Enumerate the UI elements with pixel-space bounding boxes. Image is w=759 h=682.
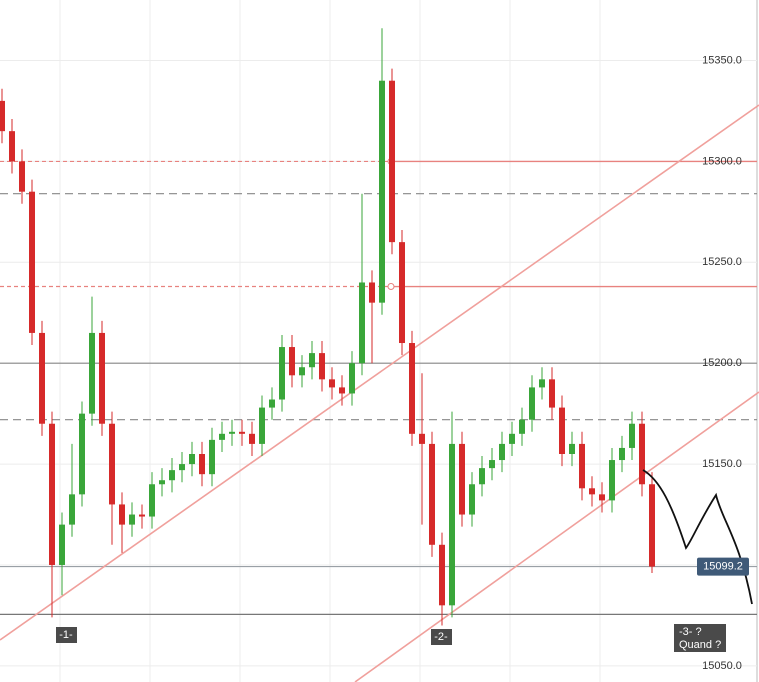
candle-body (9, 131, 15, 162)
hand-drawn-projection (642, 469, 753, 605)
candle-body (519, 419, 525, 434)
candle-body (489, 460, 495, 469)
annotation: -1- (56, 627, 77, 643)
candle-body (569, 443, 575, 454)
candle-body (309, 353, 315, 368)
candle-body (319, 353, 325, 380)
levels (0, 157, 757, 616)
candle-body (589, 488, 595, 495)
annotation: -2- (431, 629, 452, 645)
candle-body (109, 423, 115, 505)
candle-body (59, 524, 65, 565)
annotation: -3- ? Quand ? (674, 624, 726, 652)
candle-body (559, 407, 565, 454)
candle-body (579, 443, 585, 489)
annotation-box (56, 627, 77, 643)
candle-body (609, 460, 615, 501)
candle-body (419, 433, 425, 444)
candle-body (199, 453, 205, 475)
candle-body (649, 484, 655, 567)
candles (0, 28, 655, 626)
candle-body (279, 347, 285, 400)
annotation-text: Quand ? (679, 639, 721, 651)
candle-body (19, 161, 25, 192)
candle-body (239, 431, 245, 434)
candle-body (339, 387, 345, 394)
y-tick-label: 15350.0 (702, 54, 742, 66)
candle-body (99, 332, 105, 424)
candle-body (189, 453, 195, 465)
candle-body (459, 443, 465, 515)
candle-body (369, 282, 375, 303)
background (59, 0, 758, 682)
y-tick-label: 15050.0 (702, 660, 742, 672)
candle-body (549, 379, 555, 408)
candle-body (229, 431, 235, 434)
candle-body (179, 464, 185, 471)
candle-body (389, 80, 395, 243)
candle-body (449, 443, 455, 606)
annotation-text: -2- (434, 631, 448, 643)
trend-line (0, 104, 759, 641)
candle-body (29, 191, 35, 333)
candle-body (639, 423, 645, 485)
candle-body (409, 343, 415, 434)
candle-body (209, 439, 215, 475)
annotation-text: -1- (59, 629, 73, 641)
candle-body (539, 379, 545, 388)
candle-body (289, 347, 295, 376)
candle-body (39, 332, 45, 424)
candle-body (169, 470, 175, 481)
y-axis: 15050.015100.015150.015200.015250.015300… (697, 54, 749, 672)
y-tick-label: 15250.0 (702, 256, 742, 268)
candle-body (469, 484, 475, 515)
candle-body (379, 80, 385, 303)
candle-body (429, 443, 435, 545)
candle-body (499, 443, 505, 461)
candle-body (479, 468, 485, 485)
candle-body (79, 413, 85, 495)
last-price-label: 15099.2 (703, 560, 743, 572)
candle-body (139, 514, 145, 517)
level-handle (387, 283, 395, 291)
candle-body (0, 100, 5, 132)
candle-body (439, 544, 445, 606)
candle-body (129, 514, 135, 525)
candle-body (249, 433, 255, 444)
candle-body (509, 433, 515, 444)
candle-body (69, 494, 75, 525)
candle-body (329, 379, 335, 388)
candle-body (359, 282, 365, 364)
annotation-text: -3- ? (679, 626, 702, 638)
candle-body (599, 494, 605, 501)
annotation-box (674, 624, 726, 652)
candle-body (49, 423, 55, 565)
y-tick-label: 15300.0 (702, 155, 742, 167)
candle-body (269, 399, 275, 408)
candle-body (89, 332, 95, 414)
last-price-box (697, 557, 749, 576)
candle-body (259, 407, 265, 444)
y-tick-label: 15200.0 (702, 357, 742, 369)
trend-lines (0, 104, 759, 682)
candle-body (529, 387, 535, 420)
candle-body (349, 363, 355, 394)
candle-body (299, 367, 305, 376)
candle-body (629, 423, 635, 448)
y-tick-label: 15150.0 (702, 458, 742, 470)
candle-body (159, 480, 165, 485)
candle-body (119, 504, 125, 525)
annotation-box (431, 629, 452, 645)
candle-body (619, 447, 625, 461)
trend-line (354, 391, 759, 682)
candle-body (149, 484, 155, 517)
candle-body (399, 242, 405, 344)
candle-body (219, 433, 225, 440)
